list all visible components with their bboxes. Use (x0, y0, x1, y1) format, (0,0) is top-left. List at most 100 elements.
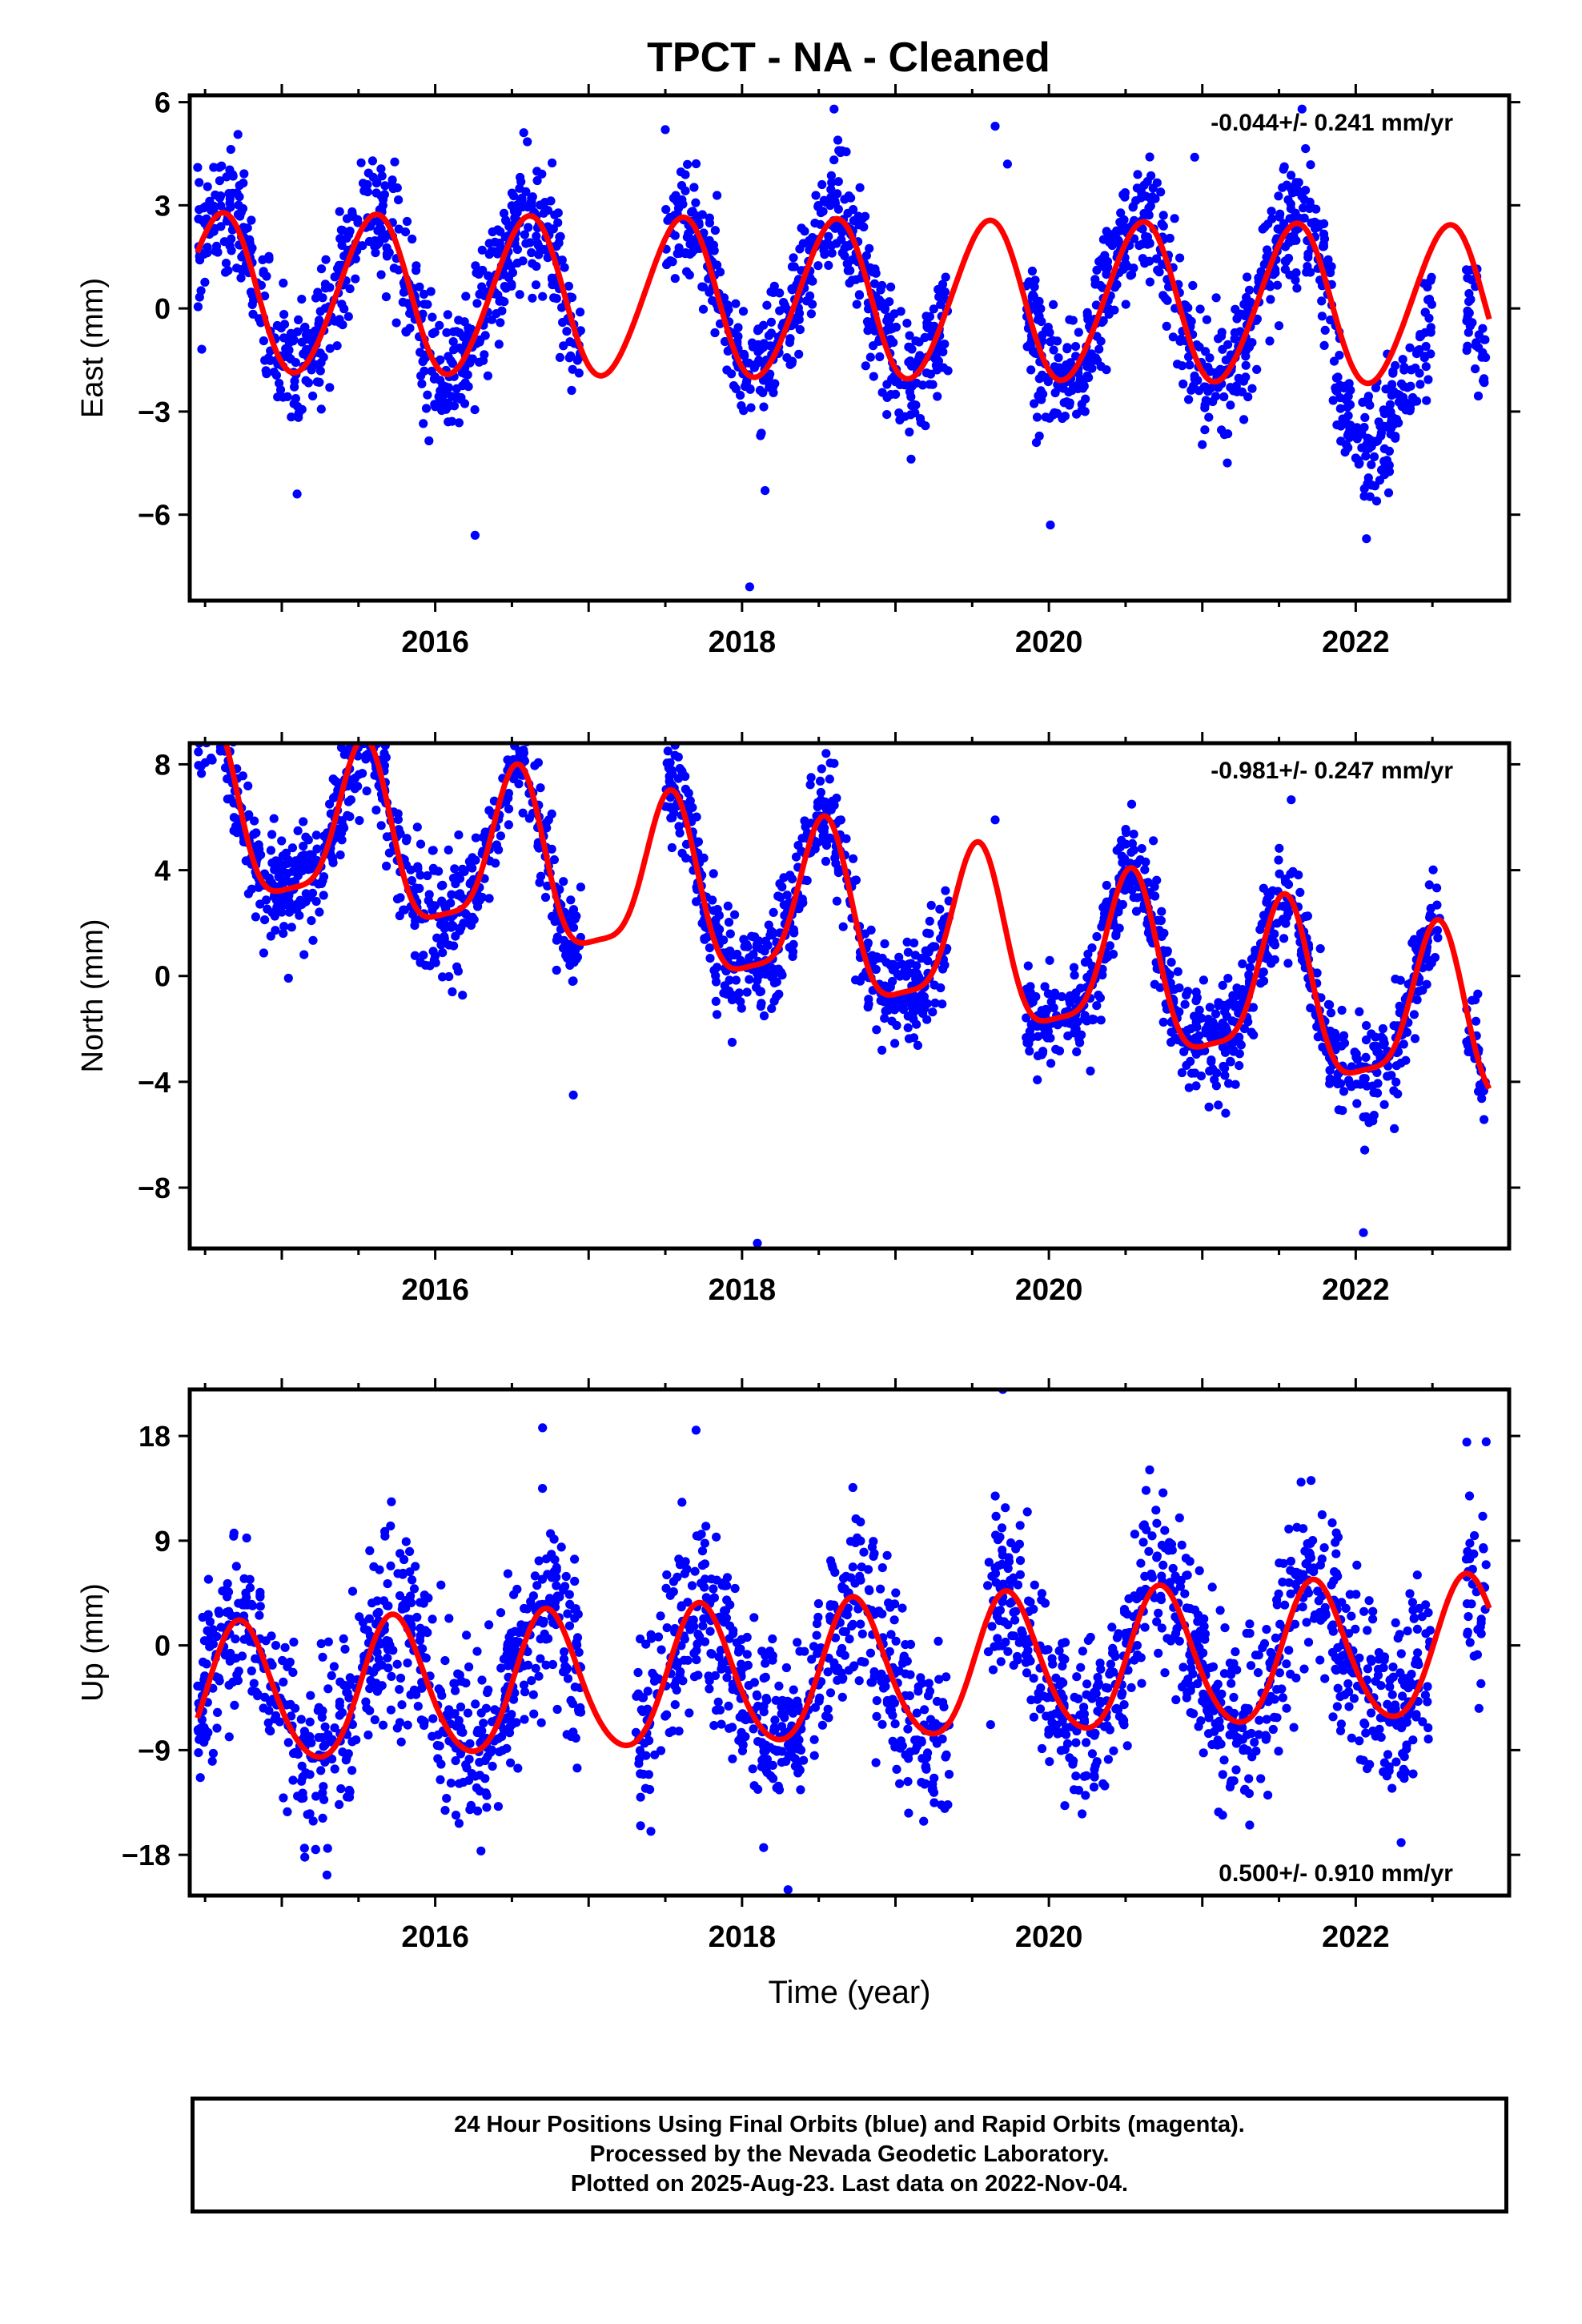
data-point (693, 837, 704, 846)
data-point (537, 1574, 548, 1584)
data-point (207, 1756, 217, 1766)
data-point (480, 331, 490, 340)
data-point (843, 266, 853, 275)
data-point (1095, 280, 1105, 290)
data-point (902, 319, 912, 328)
data-point (342, 233, 351, 243)
data-point (1265, 336, 1275, 346)
data-point (532, 231, 541, 241)
data-point (1317, 312, 1327, 321)
data-point (250, 816, 259, 826)
data-point (464, 1755, 474, 1764)
data-point (1083, 956, 1093, 967)
data-point (333, 263, 343, 273)
data-point (515, 746, 524, 756)
data-point (832, 896, 841, 906)
data-point (374, 1683, 383, 1693)
data-point (537, 169, 547, 179)
data-point (1094, 344, 1104, 354)
data-point (499, 1725, 508, 1735)
data-point (1375, 476, 1384, 485)
data-point (737, 401, 746, 411)
data-point (1040, 982, 1050, 991)
data-point (849, 854, 858, 863)
data-point (1238, 985, 1247, 995)
data-point (1195, 1005, 1204, 1015)
data-point (901, 964, 912, 975)
data-point (1243, 272, 1252, 282)
data-point (449, 345, 459, 355)
data-point (378, 195, 388, 204)
data-point (670, 274, 680, 283)
data-point (362, 727, 371, 736)
data-point (569, 951, 579, 960)
data-point (386, 1561, 396, 1570)
data-point (196, 286, 206, 296)
data-point (1031, 438, 1042, 448)
data-point (1168, 332, 1178, 342)
data-point (1409, 1010, 1419, 1019)
data-point (926, 369, 936, 379)
data-point (662, 758, 672, 768)
data-point (221, 763, 231, 773)
data-point (797, 834, 807, 843)
data-point (480, 350, 489, 360)
data-point (1373, 1079, 1383, 1088)
data-point (1102, 265, 1111, 275)
data-point (884, 320, 893, 330)
data-point (797, 223, 806, 233)
data-point (316, 404, 326, 414)
data-point (531, 1663, 540, 1673)
data-point (488, 1717, 497, 1727)
data-point (283, 973, 293, 983)
data-point (1074, 1034, 1084, 1044)
north-rate-label: -0.981+/- 0.247 mm/yr (1211, 758, 1453, 784)
data-point (278, 900, 287, 911)
data-point (1082, 361, 1092, 372)
data-point (279, 929, 288, 939)
data-point (1120, 192, 1130, 202)
data-point (222, 722, 231, 731)
data-point (335, 1677, 345, 1687)
data-point (353, 729, 362, 738)
data-point (505, 1638, 516, 1648)
data-point (367, 709, 376, 718)
data-point (552, 1704, 562, 1715)
data-point (337, 300, 347, 309)
data-point (775, 879, 785, 889)
data-point (1102, 227, 1111, 236)
data-point (882, 409, 892, 420)
data-point (436, 1580, 446, 1590)
data-point (1386, 407, 1395, 416)
data-point (765, 341, 775, 351)
data-point (769, 978, 780, 987)
data-point (493, 1802, 504, 1811)
data-point (217, 711, 226, 720)
data-point (1423, 282, 1432, 292)
data-point (1043, 377, 1053, 387)
data-point (305, 1809, 315, 1819)
data-point (306, 1691, 315, 1700)
data-point (436, 1775, 445, 1784)
data-point (533, 240, 544, 251)
data-point (1045, 955, 1054, 965)
data-point (712, 1010, 722, 1019)
data-point (911, 336, 921, 346)
data-point (468, 912, 477, 922)
data-point (920, 1705, 930, 1715)
data-point (347, 1766, 357, 1775)
data-point (416, 348, 425, 357)
data-point (685, 1708, 694, 1718)
data-point (1147, 192, 1158, 202)
data-point (709, 246, 719, 255)
data-point (1102, 365, 1111, 375)
data-point (728, 1754, 737, 1763)
data-point (534, 1556, 544, 1566)
data-point (1305, 197, 1315, 207)
data-point (211, 247, 220, 256)
data-point (396, 893, 405, 903)
data-point (1170, 214, 1179, 223)
data-point (683, 159, 693, 169)
data-point (215, 702, 223, 710)
data-point (464, 1775, 474, 1785)
